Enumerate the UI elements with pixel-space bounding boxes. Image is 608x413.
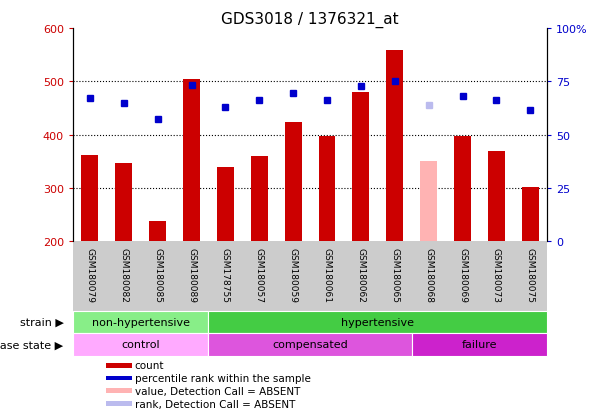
Bar — [412, 333, 547, 356]
Text: GSM180059: GSM180059 — [289, 247, 298, 302]
Text: strain ▶: strain ▶ — [19, 317, 63, 327]
Bar — [420, 162, 437, 242]
Text: hypertensive: hypertensive — [341, 317, 414, 327]
Text: GSM180075: GSM180075 — [526, 247, 535, 302]
Bar — [353, 93, 370, 242]
Text: non-hypertensive: non-hypertensive — [92, 317, 190, 327]
Bar — [285, 123, 302, 242]
Bar — [454, 137, 471, 242]
Bar — [116, 164, 133, 242]
Text: value, Detection Call = ABSENT: value, Detection Call = ABSENT — [134, 386, 300, 396]
Text: GSM180073: GSM180073 — [492, 247, 501, 302]
Text: GSM180069: GSM180069 — [458, 247, 467, 302]
Bar — [209, 311, 547, 333]
Text: control: control — [122, 339, 160, 349]
Bar — [217, 167, 234, 242]
Text: GSM180082: GSM180082 — [119, 247, 128, 302]
Text: GSM180057: GSM180057 — [255, 247, 264, 302]
Text: GSM180068: GSM180068 — [424, 247, 433, 302]
Bar — [149, 221, 166, 242]
Text: GSM180065: GSM180065 — [390, 247, 399, 302]
Bar — [522, 188, 539, 242]
Text: GSM178755: GSM178755 — [221, 247, 230, 302]
Bar — [106, 375, 132, 380]
Bar — [250, 157, 268, 242]
Text: rank, Detection Call = ABSENT: rank, Detection Call = ABSENT — [134, 399, 295, 408]
Text: GSM180079: GSM180079 — [85, 247, 94, 302]
Text: percentile rank within the sample: percentile rank within the sample — [134, 373, 311, 383]
Bar — [386, 51, 403, 242]
Bar — [106, 388, 132, 393]
Text: compensated: compensated — [272, 339, 348, 349]
Bar — [81, 156, 98, 242]
Text: GSM180061: GSM180061 — [322, 247, 331, 302]
Text: GSM180085: GSM180085 — [153, 247, 162, 302]
Bar — [73, 311, 209, 333]
Text: GSM180089: GSM180089 — [187, 247, 196, 302]
Title: GDS3018 / 1376321_at: GDS3018 / 1376321_at — [221, 12, 399, 28]
Text: GSM180062: GSM180062 — [356, 247, 365, 302]
Bar — [488, 151, 505, 242]
Bar — [319, 136, 336, 242]
Bar — [106, 363, 132, 368]
Text: failure: failure — [461, 339, 497, 349]
Text: count: count — [134, 360, 164, 370]
Bar — [106, 401, 132, 406]
Bar — [209, 333, 412, 356]
Text: disease state ▶: disease state ▶ — [0, 339, 63, 349]
Bar — [183, 79, 200, 242]
Bar — [73, 333, 209, 356]
